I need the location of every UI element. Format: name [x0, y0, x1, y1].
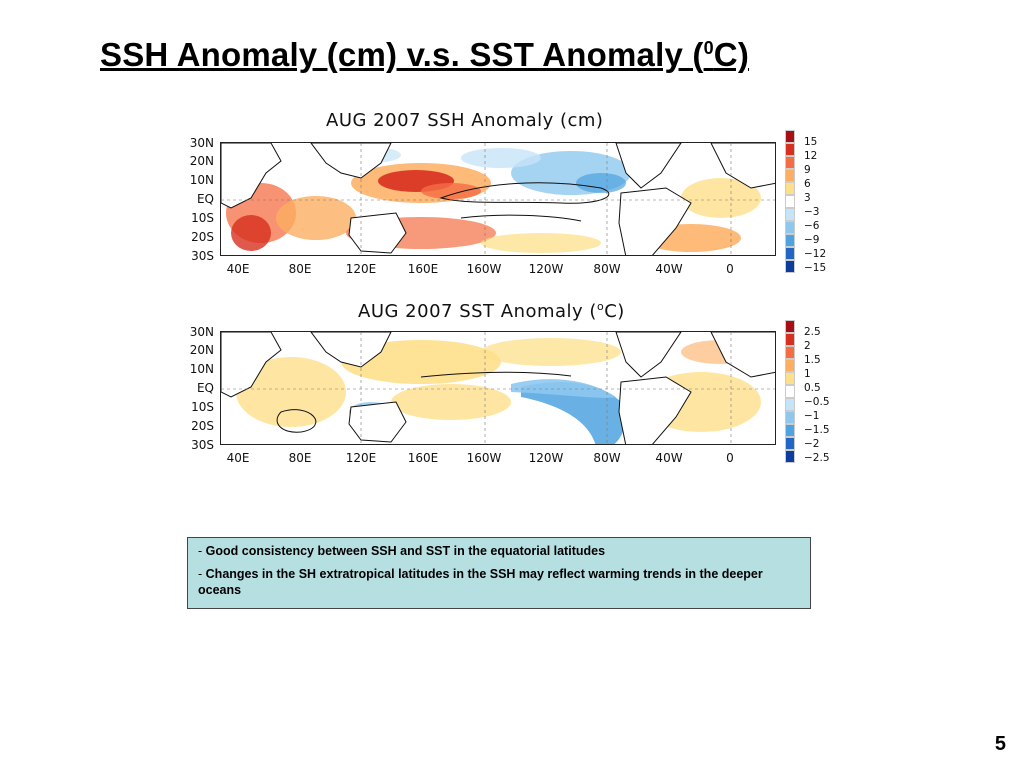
ssh-map-title: AUG 2007 SSH Anomaly (cm): [326, 110, 604, 131]
colorbar-swatch: [785, 385, 795, 398]
colorbar-swatch: [785, 247, 795, 260]
colorbar-label: −1.5: [804, 424, 830, 436]
lon-label: 120E: [345, 262, 377, 276]
lat-label: 30S: [191, 249, 214, 263]
lon-label: 40W: [655, 451, 683, 465]
lat-label: 30N: [189, 325, 214, 339]
lon-label: 120W: [528, 262, 564, 276]
colorbar-swatch: [785, 143, 795, 156]
colorbar-label: 3: [804, 192, 811, 204]
colorbar-swatch: [785, 424, 795, 437]
lon-label: 40W: [655, 262, 683, 276]
colorbar-swatch: [785, 195, 795, 208]
lat-label: 20S: [191, 419, 214, 433]
colorbar-label: 1.5: [804, 354, 821, 366]
lon-label: 0: [726, 451, 734, 465]
ssh-lat-axis: 30N 20N 10N EQ 10S 20S 30S: [180, 136, 214, 263]
colorbar-label: 1: [804, 368, 811, 380]
note-item: - Changes in the SH extratropical latitu…: [198, 567, 763, 597]
colorbar-swatch: [785, 234, 795, 247]
colorbar-label: 0.5: [804, 382, 821, 394]
colorbar-label: 2: [804, 340, 811, 352]
page-number: 5: [994, 733, 1006, 755]
colorbar-label: −3: [804, 206, 820, 218]
lat-label: EQ: [196, 192, 214, 206]
colorbar-swatch: [785, 169, 795, 182]
colorbar-swatch: [785, 320, 795, 333]
lat-label: 30S: [191, 438, 214, 452]
colorbar-label: 2.5: [804, 326, 821, 338]
ssh-colorbar: [785, 130, 795, 273]
colorbar-label: −12: [804, 248, 827, 260]
colorbar-label: −6: [804, 220, 820, 232]
colorbar-label: −1: [804, 410, 820, 422]
sst-colorbar: [785, 320, 795, 463]
lon-label: 80E: [288, 262, 312, 276]
colorbar-swatch: [785, 333, 795, 346]
lon-label: 80W: [593, 451, 621, 465]
colorbar-swatch: [785, 221, 795, 234]
lat-label: 20N: [189, 343, 214, 357]
lon-label: 0: [726, 262, 734, 276]
lon-label: 120W: [528, 451, 564, 465]
colorbar-swatch: [785, 156, 795, 169]
colorbar-label: 15: [804, 136, 818, 148]
colorbar-swatch: [785, 359, 795, 372]
sst-map-title: AUG 2007 SST Anomaly (oC): [358, 300, 625, 322]
colorbar-swatch: [785, 346, 795, 359]
ssh-anomaly-field: [221, 143, 775, 255]
colorbar-label: 12: [804, 150, 818, 162]
lat-label: 20S: [191, 230, 214, 244]
lat-label: 10S: [191, 400, 214, 414]
slide-title: SSH Anomaly (cm) v.s. SST Anomaly (0C): [100, 36, 750, 73]
colorbar-swatch: [785, 437, 795, 450]
lat-label: 10N: [189, 362, 214, 376]
lon-label: 40E: [226, 451, 250, 465]
summary-note-box: - Good consistency between SSH and SST i…: [187, 537, 811, 609]
ssh-lon-axis: 40E 80E 120E 160E 160W 120W 80W 40W 0: [220, 262, 776, 278]
lon-label: 40E: [226, 262, 250, 276]
note-item: - Good consistency between SSH and SST i…: [198, 544, 606, 558]
colorbar-swatch: [785, 411, 795, 424]
sst-anomaly-field: [221, 332, 775, 444]
colorbar-swatch: [785, 372, 795, 385]
colorbar-swatch: [785, 130, 795, 143]
colorbar-label: 9: [804, 164, 811, 176]
lat-label: 20N: [189, 154, 214, 168]
lat-label: 10N: [189, 173, 214, 187]
lon-label: 160E: [407, 451, 439, 465]
lat-label: 30N: [189, 136, 214, 150]
lon-label: 160E: [407, 262, 439, 276]
sst-lon-axis: 40E 80E 120E 160E 160W 120W 80W 40W 0: [220, 451, 776, 467]
sst-anomaly-map: [220, 331, 776, 445]
sst-lat-axis: 30N 20N 10N EQ 10S 20S 30S: [180, 325, 214, 452]
colorbar-label: −2.5: [804, 452, 830, 464]
colorbar-swatch: [785, 182, 795, 195]
lon-label: 80W: [593, 262, 621, 276]
colorbar-label: −2: [804, 438, 820, 450]
lon-label: 120E: [345, 451, 377, 465]
colorbar-label: 6: [804, 178, 811, 190]
lon-label: 160W: [466, 262, 502, 276]
colorbar-label: −9: [804, 234, 820, 246]
lon-label: 80E: [288, 451, 312, 465]
colorbar-swatch: [785, 450, 795, 463]
colorbar-label: −0.5: [804, 396, 830, 408]
ssh-anomaly-map: [220, 142, 776, 256]
lon-label: 160W: [466, 451, 502, 465]
colorbar-swatch: [785, 260, 795, 273]
colorbar-swatch: [785, 208, 795, 221]
colorbar-label: −15: [804, 262, 827, 274]
colorbar-swatch: [785, 398, 795, 411]
lat-label: EQ: [196, 381, 214, 395]
lat-label: 10S: [191, 211, 214, 225]
